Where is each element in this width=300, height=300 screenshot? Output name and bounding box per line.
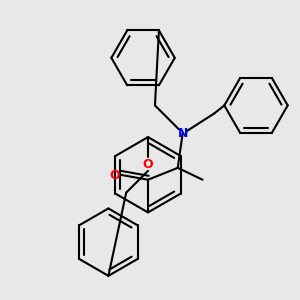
Text: O: O xyxy=(143,158,153,171)
Text: N: N xyxy=(178,127,188,140)
Text: O: O xyxy=(109,169,120,182)
